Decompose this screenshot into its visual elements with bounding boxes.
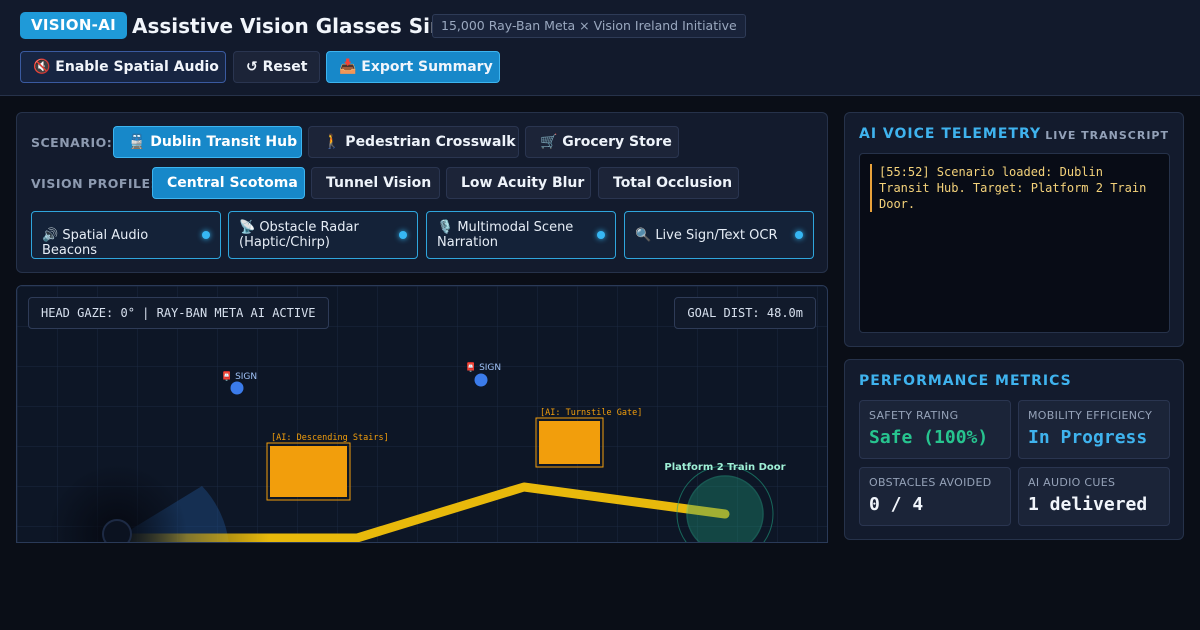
live-transcript-label: LIVE TRANSCRIPT bbox=[1045, 129, 1169, 142]
metric-ai-audio-cues: AI AUDIO CUES 1 delivered bbox=[1018, 467, 1170, 526]
metric-mobility-efficiency: MOBILITY EFFICIENCY In Progress bbox=[1018, 400, 1170, 459]
metric-label: MOBILITY EFFICIENCY bbox=[1028, 409, 1153, 422]
metric-value: In Progress bbox=[1028, 427, 1148, 448]
toggle-on-indicator bbox=[202, 231, 210, 239]
sign-marker bbox=[230, 381, 244, 395]
telemetry-title: AI VOICE TELEMETRY bbox=[859, 126, 1042, 142]
metric-value: 0 / 4 bbox=[869, 494, 924, 515]
performance-metrics-panel: PERFORMANCE METRICS SAFETY RATING Safe (… bbox=[844, 359, 1184, 540]
controls-panel: SCENARIO: 🚆 Dublin Transit Hub 🚶 Pedestr… bbox=[16, 112, 828, 273]
toggle-on-indicator bbox=[597, 231, 605, 239]
sign-label: 📮 SIGN bbox=[465, 361, 501, 373]
reset-button[interactable]: ↺ Reset bbox=[233, 51, 320, 83]
toggle-on-indicator bbox=[795, 231, 803, 239]
goal-distance-readout: GOAL DIST: 48.0m bbox=[674, 297, 816, 329]
target-label: Platform 2 Train Door bbox=[664, 462, 785, 473]
metric-safety-rating: SAFETY RATING Safe (100%) bbox=[859, 400, 1011, 459]
vision-profile-label: VISION PROFILE: bbox=[31, 176, 157, 191]
initiative-badge: 15,000 Ray-Ban Meta × Vision Ireland Ini… bbox=[432, 14, 746, 38]
obstacle-turnstile-outline bbox=[535, 417, 604, 468]
obstacle-stairs-outline bbox=[266, 442, 351, 501]
app-header: VISION-AI Assistive Vision Glasses Sim 1… bbox=[0, 0, 1200, 96]
metric-label: SAFETY RATING bbox=[869, 409, 959, 422]
profile-central-scotoma[interactable]: Central Scotoma bbox=[152, 167, 305, 199]
scenario-dublin-transit-hub[interactable]: 🚆 Dublin Transit Hub bbox=[113, 126, 302, 158]
app-title: Assistive Vision Glasses Sim bbox=[132, 14, 451, 38]
head-gaze-readout: HEAD GAZE: 0° | RAY-BAN META AI ACTIVE bbox=[28, 297, 329, 329]
obstacle-stairs bbox=[270, 446, 347, 497]
profile-total-occlusion[interactable]: Total Occlusion bbox=[598, 167, 739, 199]
voice-telemetry-panel: AI VOICE TELEMETRY LIVE TRANSCRIPT [55:5… bbox=[844, 112, 1184, 347]
sign-marker bbox=[474, 373, 488, 387]
app-logo: VISION-AI bbox=[20, 12, 127, 39]
target-ring-outer bbox=[676, 465, 774, 542]
metric-label: OBSTACLES AVOIDED bbox=[869, 476, 992, 489]
scenario-grocery-store[interactable]: 🛒 Grocery Store bbox=[525, 126, 679, 158]
toggle-on-indicator bbox=[399, 231, 407, 239]
obstacle-stairs-label: [AI: Descending Stairs] bbox=[271, 433, 389, 443]
sign-label: 📮 SIGN bbox=[221, 370, 257, 382]
toggle-live-ocr[interactable]: 🔍 Live Sign/Text OCR bbox=[624, 211, 814, 259]
toggle-label: 📡 Obstacle Radar (Haptic/Chirp) bbox=[239, 220, 359, 250]
obstacle-turnstile-label: [AI: Turnstile Gate] bbox=[540, 408, 642, 418]
navigation-path bbox=[112, 482, 730, 542]
log-entry: [55:52] Scenario loaded: Dublin Transit … bbox=[870, 164, 1158, 212]
toggle-obstacle-radar[interactable]: 📡 Obstacle Radar (Haptic/Chirp) bbox=[228, 211, 418, 259]
metric-label: AI AUDIO CUES bbox=[1028, 476, 1116, 489]
scenario-pedestrian-crosswalk[interactable]: 🚶 Pedestrian Crosswalk bbox=[308, 126, 519, 158]
export-summary-button[interactable]: 📥 Export Summary bbox=[326, 51, 500, 83]
toggle-scene-narration[interactable]: 🎙️ Multimodal Scene Narration bbox=[426, 211, 616, 259]
toggle-label: 🔍 Live Sign/Text OCR bbox=[635, 228, 778, 243]
enable-spatial-audio-button[interactable]: 🔇 Enable Spatial Audio bbox=[20, 51, 226, 83]
metric-value: 1 delivered bbox=[1028, 494, 1148, 515]
profile-low-acuity-blur[interactable]: Low Acuity Blur bbox=[446, 167, 591, 199]
metric-obstacles-avoided: OBSTACLES AVOIDED 0 / 4 bbox=[859, 467, 1011, 526]
obstacle-turnstile bbox=[539, 421, 600, 464]
user-avatar bbox=[102, 519, 132, 542]
toggle-spatial-audio-beacons[interactable]: 🔊 Spatial Audio Beacons bbox=[31, 211, 221, 259]
toggle-label: 🔊 Spatial Audio Beacons bbox=[42, 228, 149, 258]
metrics-title: PERFORMANCE METRICS bbox=[859, 373, 1072, 389]
transcript-log[interactable]: [55:52] Scenario loaded: Dublin Transit … bbox=[859, 153, 1170, 333]
scotoma-overlay bbox=[47, 464, 187, 542]
scenario-label: SCENARIO: bbox=[31, 135, 113, 150]
profile-tunnel-vision[interactable]: Tunnel Vision bbox=[311, 167, 440, 199]
toggle-label: 🎙️ Multimodal Scene Narration bbox=[437, 220, 574, 250]
metric-value: Safe (100%) bbox=[869, 427, 989, 448]
target-zone bbox=[686, 475, 764, 542]
simulation-canvas[interactable]: 📮 SIGN 📮 SIGN [AI: Descending Stairs] [A… bbox=[16, 285, 828, 543]
